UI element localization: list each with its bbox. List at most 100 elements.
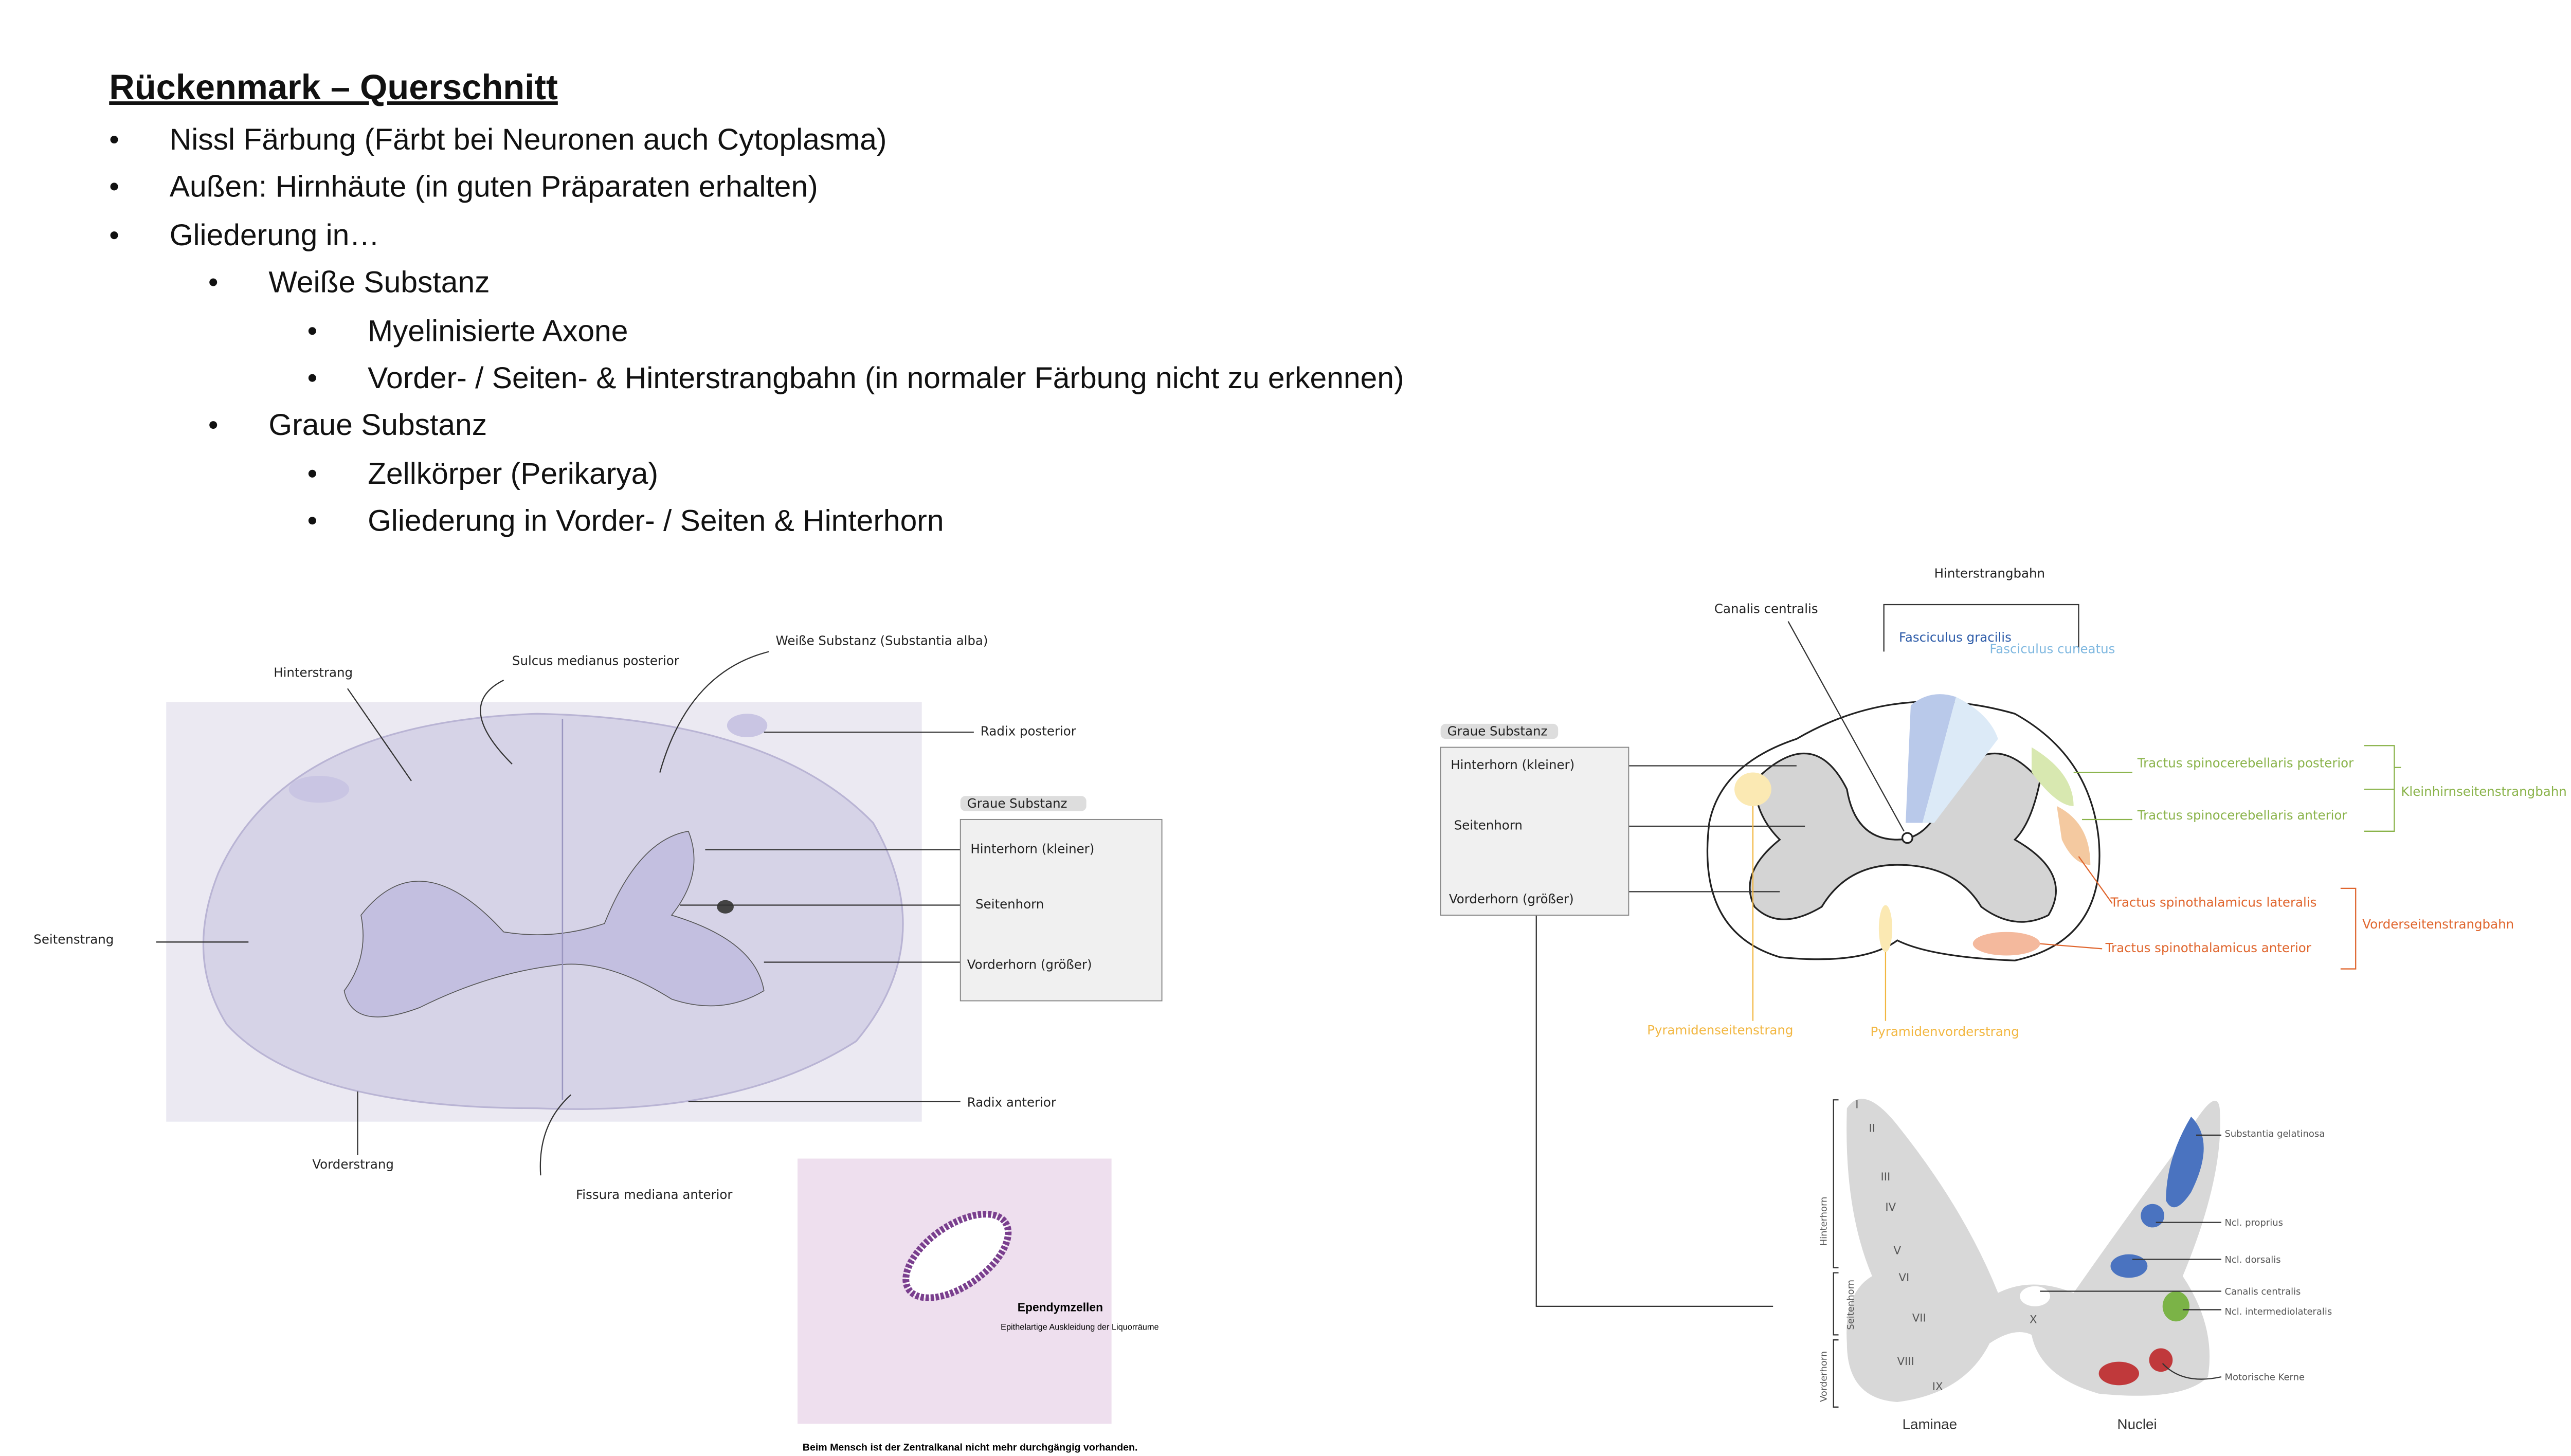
label: Laminae: [1903, 1416, 1957, 1432]
nucleus-label: Ncl. proprius: [2225, 1217, 2283, 1228]
bullet: Nissl Färbung (Färbt bei Neuronen auch C…: [170, 123, 887, 156]
illustration-shape: [110, 183, 118, 191]
lamina-numeral: II: [1869, 1122, 1876, 1135]
label: Graue Substanz: [967, 796, 1067, 811]
illustration-shape: [202, 713, 904, 1110]
sub-sub-bullet: Gliederung in Vorder- / Seiten & Hinterh…: [368, 504, 944, 537]
lamina-numeral: X: [2030, 1314, 2037, 1326]
label: Seitenstrang: [33, 932, 114, 947]
label: Seitenhorn: [975, 897, 1044, 912]
illustration-shape: [2141, 1204, 2164, 1228]
illustration-shape: [2078, 856, 2113, 904]
illustration-shape: [1440, 723, 1559, 739]
nucleus-label: Canalis centralis: [2225, 1286, 2301, 1297]
illustration-shape: [2340, 887, 2357, 970]
lamina-numeral: VI: [1898, 1271, 1909, 1284]
label: Fasciculus cuneatus: [1989, 642, 2115, 657]
nucleus-label: Ncl. intermediolateralis: [2225, 1306, 2332, 1317]
group: [110, 136, 316, 525]
illustration-shape: [308, 327, 316, 335]
illustration-shape: [539, 1094, 571, 1176]
label: Vorderhorn (größer): [967, 957, 1092, 972]
label: Hinterstrang: [274, 665, 353, 680]
illustration-shape: [2162, 1363, 2222, 1380]
group: [1752, 745, 2401, 1021]
illustration-shape: [2149, 1348, 2173, 1372]
lamina-numeral: III: [1881, 1171, 1891, 1184]
label: Seitenhorn: [1454, 818, 1523, 833]
lamina-numeral: IV: [1885, 1201, 1896, 1214]
group: [156, 651, 974, 1176]
sub-bullet: Weiße Substanz: [268, 266, 490, 299]
illustration-shape: [2364, 745, 2401, 832]
bullet: Gliederung in…: [170, 219, 379, 252]
illustration-shape: [2166, 1116, 2204, 1208]
label: Vorderhorn (größer): [1449, 891, 1574, 906]
illustration-shape: [1535, 915, 1773, 1307]
illustration-shape: [1906, 694, 1957, 823]
illustration-shape: [1440, 747, 1629, 916]
label: Pyramidenvorderstrang: [1871, 1024, 2019, 1039]
illustration-shape: [2032, 747, 2074, 806]
illustration-shape: [1922, 697, 1998, 823]
label: Fissura mediana anterior: [576, 1187, 733, 1202]
horn-label: Seitenhorn: [1845, 1280, 1856, 1330]
illustration-shape: [343, 830, 765, 1017]
lamina-numeral: VII: [1912, 1312, 1926, 1324]
illustration-shape: [209, 278, 218, 286]
caption: Beim Mensch ist der Zentralkanal nicht m…: [803, 1442, 1138, 1453]
illustration-shape: [2110, 1254, 2148, 1278]
group: Hinterhorn Seitenhorn Vorderhorn Substan…: [1819, 1129, 2332, 1402]
nucleus-label: Ncl. dorsalis: [2225, 1254, 2281, 1265]
nucleus-label: Motorische Kerne: [2225, 1372, 2305, 1383]
label: Tractus spinocerebellaris posterior: [2137, 756, 2354, 771]
illustration-shape: [1972, 932, 2040, 956]
illustration-shape: [1833, 1099, 1839, 1408]
label: Hinterhorn (kleiner): [970, 841, 1094, 856]
illustration-shape: [960, 796, 1087, 811]
horn-label: Vorderhorn: [1819, 1351, 1830, 1402]
lamina-numeral: V: [1894, 1245, 1902, 1258]
sub-bullet: Graue Substanz: [268, 408, 487, 442]
label: Vorderstrang: [312, 1157, 394, 1172]
illustration-shape: [1846, 1099, 2220, 1403]
label: Sulcus medianus posterior: [512, 653, 680, 668]
illustration-shape: [2040, 943, 2103, 950]
illustration-shape: [2162, 1291, 2189, 1322]
label: Fasciculus gracilis: [1899, 630, 2012, 645]
label: Radix posterior: [981, 724, 1077, 739]
sub-sub-bullet: Vorder- / Seiten- & Hinterstrangbahn (in…: [368, 361, 1404, 395]
bullet: Außen: Hirnhäute (in guten Präparaten er…: [170, 170, 818, 204]
illustration-shape: [727, 714, 768, 737]
nucleus-label: Substantia gelatinosa: [2225, 1129, 2325, 1139]
illustration-shape: [288, 776, 350, 803]
illustration-shape: [1734, 772, 1771, 806]
label: Pyramidenseitenstrang: [1647, 1023, 1793, 1038]
illustration-shape: [2098, 1361, 2139, 1386]
illustration-shape: [902, 1211, 1012, 1301]
label: Kleinhirnseitenstrangbahn: [2401, 784, 2566, 799]
label: Nuclei: [2117, 1416, 2157, 1432]
illustration-shape: [1787, 621, 1905, 832]
illustration-shape: [1749, 752, 2057, 923]
illustration-shape: [308, 374, 316, 382]
label: Vorderseitenstrangbahn: [2362, 917, 2514, 932]
group: [1531, 604, 2079, 1307]
illustration-shape: [717, 900, 734, 914]
illustration-shape: [308, 469, 316, 478]
illustration-shape: [110, 136, 118, 144]
label: Ependymzellen: [1018, 1301, 1103, 1314]
label: Weiße Substanz (Substantia alba): [776, 633, 988, 648]
illustration-shape: [1878, 905, 1892, 952]
illustration-shape: [308, 517, 316, 525]
group: I II III IV V VI VII VIII IX X: [1855, 1099, 2037, 1394]
lamina-numeral: I: [1855, 1099, 1858, 1112]
lamina-numeral: IX: [1932, 1380, 1943, 1393]
label: Graue Substanz: [1447, 724, 1548, 739]
lamina-numeral: VIII: [1897, 1355, 1914, 1368]
illustration-shape: [480, 679, 513, 765]
label: Radix anterior: [967, 1095, 1057, 1109]
